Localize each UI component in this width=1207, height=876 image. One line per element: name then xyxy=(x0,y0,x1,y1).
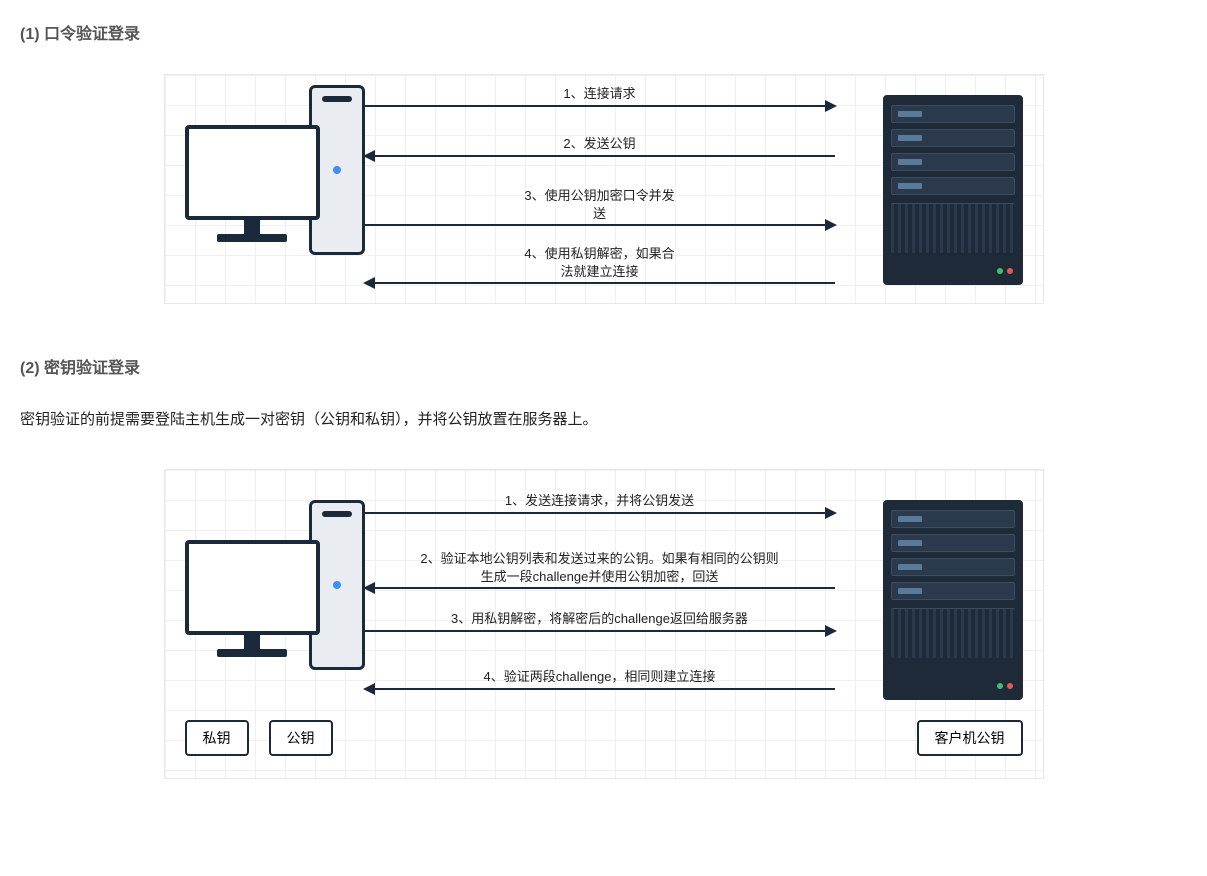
arrow-step-2: 2、发送公钥 xyxy=(365,135,835,157)
arrow-step-1: 1、发送连接请求，并将公钥发送 xyxy=(365,492,835,514)
client-public-key-on-server-label: 客户机公钥 xyxy=(917,720,1023,756)
arrow-step-4-label: 4、使用私钥解密，如果合法就建立连接 xyxy=(365,245,835,280)
arrow-step-4: 4、使用私钥解密，如果合法就建立连接 xyxy=(365,245,835,284)
client-computer-icon xyxy=(185,500,365,680)
arrow-step-2: 2、验证本地公钥列表和发送过来的公钥。如果有相同的公钥则生成一段challeng… xyxy=(365,550,835,589)
client-computer-icon xyxy=(185,85,365,265)
arrow-step-4: 4、验证两段challenge，相同则建立连接 xyxy=(365,668,835,690)
arrow-step-3: 3、使用公钥加密口令并发送 xyxy=(365,187,835,226)
public-key-label: 公钥 xyxy=(269,720,333,756)
arrow-step-3-label: 3、使用公钥加密口令并发送 xyxy=(365,187,835,222)
server-key-labels: 客户机公钥 xyxy=(917,720,1023,756)
section-2-description: 密钥验证的前提需要登陆主机生成一对密钥（公钥和私钥），并将公钥放置在服务器上。 xyxy=(20,408,1187,429)
server-rack-icon xyxy=(883,95,1023,285)
section-1-title: (1) 口令验证登录 xyxy=(20,20,1187,44)
arrow-step-3-label: 3、用私钥解密，将解密后的challenge返回给服务器 xyxy=(365,610,835,628)
arrow-step-1-label: 1、连接请求 xyxy=(365,85,835,103)
arrow-step-1-label: 1、发送连接请求，并将公钥发送 xyxy=(365,492,835,510)
arrow-step-1: 1、连接请求 xyxy=(365,85,835,107)
arrow-step-4-label: 4、验证两段challenge，相同则建立连接 xyxy=(365,668,835,686)
section-2-title: (2) 密钥验证登录 xyxy=(20,354,1187,378)
client-key-labels: 私钥 公钥 xyxy=(185,720,333,756)
arrow-step-2-label: 2、验证本地公钥列表和发送过来的公钥。如果有相同的公钥则生成一段challeng… xyxy=(365,550,835,585)
arrow-step-3: 3、用私钥解密，将解密后的challenge返回给服务器 xyxy=(365,610,835,632)
diagram-pubkey-auth: 1、发送连接请求，并将公钥发送 2、验证本地公钥列表和发送过来的公钥。如果有相同… xyxy=(164,469,1044,779)
server-rack-icon xyxy=(883,500,1023,700)
diagram-password-auth: 1、连接请求 2、发送公钥 3、使用公钥加密口令并发送 4、使用私钥解密，如果合… xyxy=(164,74,1044,304)
arrow-step-2-label: 2、发送公钥 xyxy=(365,135,835,153)
private-key-label: 私钥 xyxy=(185,720,249,756)
